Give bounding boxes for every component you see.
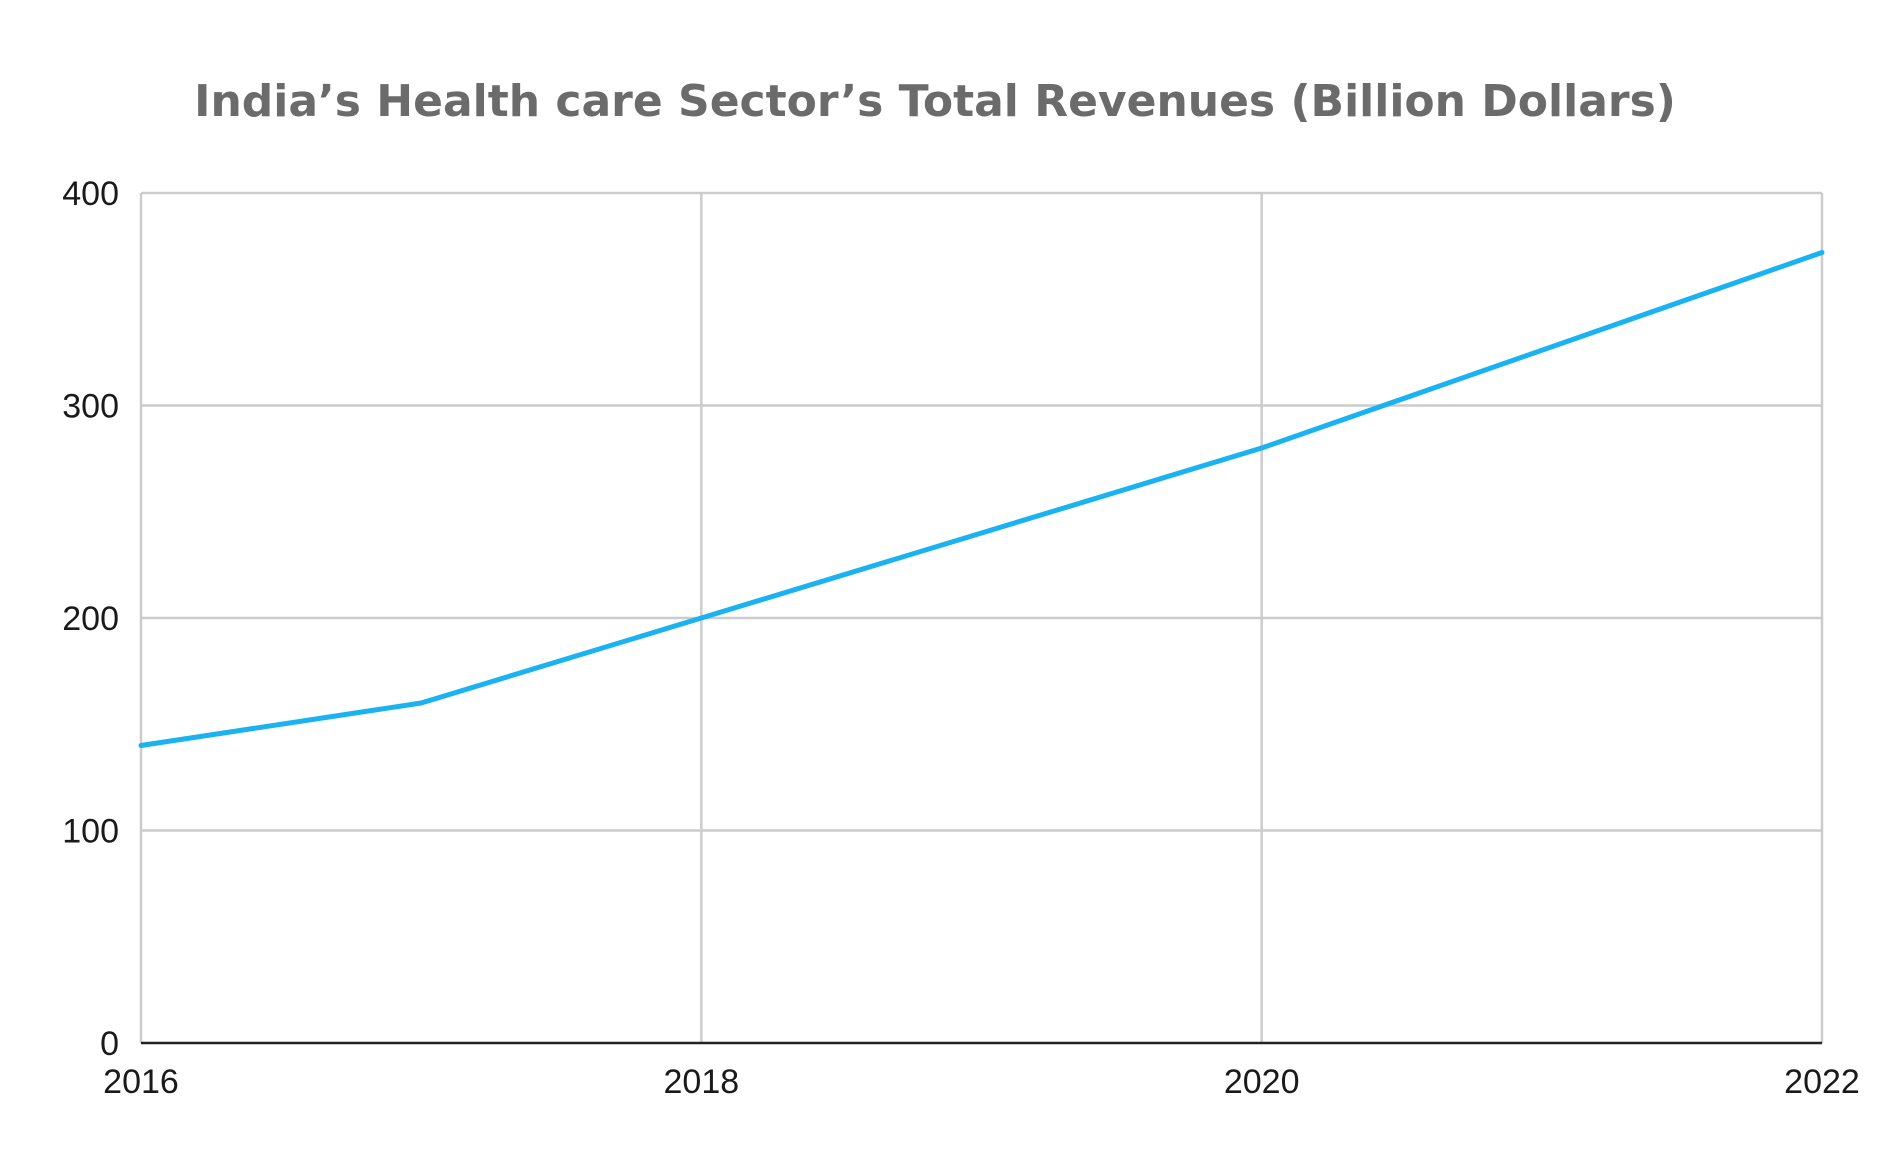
x-tick-label: 2022 xyxy=(1784,1063,1860,1101)
x-tick-label: 2018 xyxy=(664,1063,740,1101)
x-tick-label: 2016 xyxy=(103,1063,179,1101)
y-tick-label: 200 xyxy=(62,600,119,638)
tick-labels: 0 100 200 300 400 2016 2018 2020 2022 xyxy=(62,175,1860,1101)
y-tick-label: 300 xyxy=(62,388,119,426)
x-tick-label: 2020 xyxy=(1224,1063,1300,1101)
grid xyxy=(139,191,1824,1043)
series-line xyxy=(138,250,1825,748)
y-tick-label: 100 xyxy=(62,813,119,851)
y-tick-label: 0 xyxy=(100,1025,119,1063)
y-tick-label: 400 xyxy=(62,175,119,213)
series-layer xyxy=(138,250,1825,748)
chart-title: India’s Health care Sector’s Total Reven… xyxy=(194,76,1676,127)
